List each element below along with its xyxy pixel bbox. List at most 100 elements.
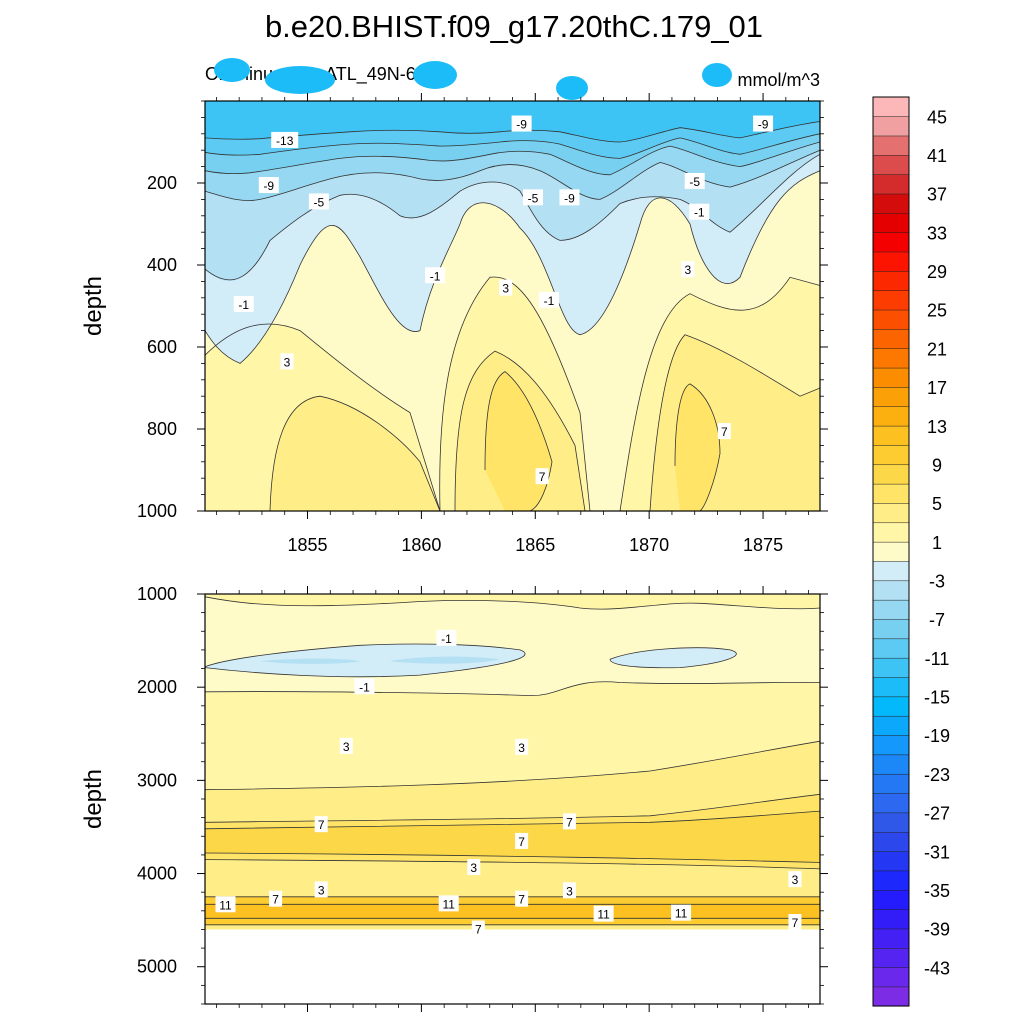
x-tick-label: 1860 <box>401 535 441 555</box>
contour-label-box <box>562 813 576 830</box>
colorbar-swatch <box>872 986 910 1007</box>
colorbar-swatch <box>872 580 910 601</box>
contour-label-box <box>523 189 543 206</box>
colorbar-swatch <box>872 212 910 233</box>
upper-peak-mid <box>485 371 552 511</box>
colorbar-swatch <box>872 967 910 988</box>
colorbar-tick-label: -19 <box>924 726 950 746</box>
colorbar-tick-label: -43 <box>924 958 950 978</box>
colorbar-swatch <box>872 599 910 620</box>
contour-label: -1 <box>238 298 249 312</box>
y-tick-label: 4000 <box>137 864 177 884</box>
colorbar-swatch <box>872 116 910 137</box>
cold-core-5 <box>702 63 732 87</box>
contour-label: 7 <box>518 893 525 907</box>
contour-label-box <box>753 115 774 132</box>
contour-label-box <box>511 115 532 132</box>
cold-core-1 <box>214 58 250 82</box>
colorbar-tick-label: 37 <box>927 185 947 205</box>
colorbar-frame <box>872 96 910 1007</box>
lower-layer-11 <box>205 904 820 919</box>
contour-label-box <box>258 177 279 194</box>
contour-label: 7 <box>539 470 546 484</box>
contour-label: 3 <box>518 741 525 755</box>
contour-label: -9 <box>263 179 274 193</box>
contour-label-box <box>788 914 802 930</box>
contour-label: 11 <box>442 897 455 911</box>
contour-label-box <box>499 279 513 296</box>
contour-label: 11 <box>675 907 688 921</box>
contour-label: 3 <box>502 282 509 296</box>
contour-label-box <box>339 737 353 754</box>
lower-panel: -1 -1 3 3 7 7 7 3 3 3 3 11 7 11 7 11 11 7 7 1000 2000 3000 40… <box>80 584 828 1012</box>
colorbar-swatch <box>872 928 910 949</box>
contour-label: 11 <box>219 898 232 912</box>
colorbar-tick-label: 25 <box>927 301 947 321</box>
contour-label: 3 <box>685 263 692 277</box>
colorbar-tick-label: -15 <box>924 688 950 708</box>
colorbar-swatch <box>872 657 910 678</box>
contour-label: -13 <box>276 134 294 148</box>
colorbar-swatch <box>872 309 910 330</box>
contour-label-box <box>354 678 375 695</box>
contour-label-box <box>314 881 328 898</box>
colorbar-swatch <box>872 851 910 872</box>
colorbar-swatch <box>872 618 910 640</box>
contour-label: 11 <box>597 908 610 922</box>
contour-label: -1 <box>430 269 441 283</box>
contour-label-box <box>471 920 485 937</box>
colorbar-swatch <box>872 947 910 968</box>
contour-label: 7 <box>792 916 799 930</box>
lower-layer-7 <box>205 811 820 863</box>
colorbar-swatch <box>872 560 910 582</box>
lower-cold-core-b <box>390 656 500 664</box>
colorbar-swatch <box>872 348 910 369</box>
upper-cold-cores <box>214 58 732 100</box>
colorbar-swatch <box>872 793 910 814</box>
y-tick-label: 1000 <box>137 584 177 604</box>
colorbar-swatch <box>872 154 910 175</box>
colorbar-swatch <box>872 831 910 852</box>
contour-label: 7 <box>721 425 728 439</box>
y-tick-label: 400 <box>147 255 177 275</box>
contour-label: -5 <box>689 175 700 189</box>
colorbar-swatch <box>872 522 910 543</box>
y-tick-label: 3000 <box>137 770 177 790</box>
upper-x-axis: 1855 1860 1865 1870 1875 <box>215 93 810 555</box>
colorbar-swatch <box>872 270 910 291</box>
contour-label-box <box>515 738 529 755</box>
contour-label-box <box>562 882 576 899</box>
contour-label-box <box>308 193 329 210</box>
lower-y-axis-label: depth <box>80 769 107 829</box>
contour-label-box <box>515 832 529 849</box>
colorbar-swatch <box>872 96 910 117</box>
lower-cold-core-a <box>260 658 360 664</box>
colorbar-swatch <box>872 870 910 891</box>
upper-peak-right <box>675 383 720 511</box>
contour-label-box <box>681 261 695 278</box>
contour-label-box <box>671 904 692 921</box>
contour-label: -9 <box>516 118 527 132</box>
chart-title: b.e20.BHIST.f09_g17.20thC.179_01 <box>265 9 763 44</box>
contour-label-box <box>559 189 580 206</box>
contour-label: 7 <box>475 923 482 937</box>
colorbar-swatch <box>872 773 910 794</box>
contour-label: -9 <box>564 191 575 205</box>
colorbar-tick-label: -35 <box>924 881 950 901</box>
colorbar-tick-label: 5 <box>932 494 942 514</box>
colorbar-swatch <box>872 715 910 736</box>
contour-label-box <box>280 353 294 370</box>
cold-core-4 <box>556 76 588 100</box>
contour-label-box <box>717 423 731 440</box>
colorbar-swatch <box>872 483 910 504</box>
colorbar-swatch <box>872 406 910 427</box>
colorbar-tick-label: 17 <box>927 378 947 398</box>
x-tick-label: 1855 <box>287 535 327 555</box>
y-tick-label: 5000 <box>137 957 177 977</box>
contour-label-box <box>689 203 710 220</box>
colorbar-swatch <box>872 889 910 910</box>
colorbar-swatch <box>872 676 910 698</box>
contour-label-box <box>515 890 529 907</box>
contour-label: -5 <box>314 195 325 209</box>
